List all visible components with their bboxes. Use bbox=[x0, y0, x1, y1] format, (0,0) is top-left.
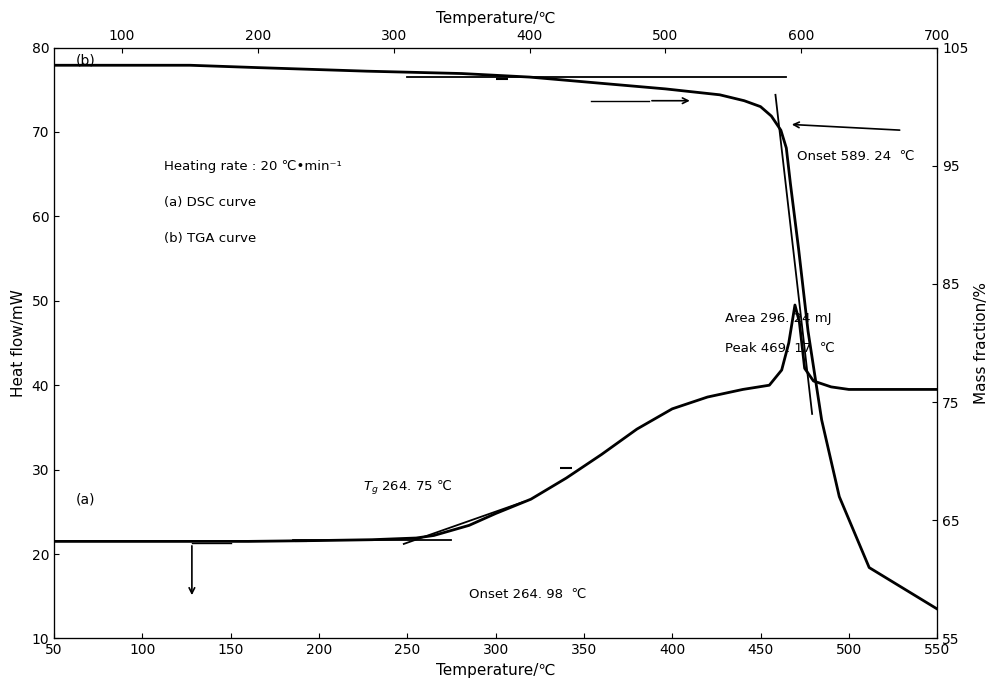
Text: (b) TGA curve: (b) TGA curve bbox=[164, 232, 256, 245]
Text: Heating rate : 20 ℃•min⁻¹: Heating rate : 20 ℃•min⁻¹ bbox=[164, 160, 341, 173]
Text: Peak 469. 17  ℃: Peak 469. 17 ℃ bbox=[725, 342, 835, 354]
Text: (a) DSC curve: (a) DSC curve bbox=[164, 196, 256, 209]
Y-axis label: Heat flow/mW: Heat flow/mW bbox=[11, 289, 26, 397]
Y-axis label: Mass fraction/%: Mass fraction/% bbox=[974, 282, 989, 404]
Text: (a): (a) bbox=[75, 493, 95, 506]
Text: (b): (b) bbox=[75, 54, 95, 68]
X-axis label: Temperature/℃: Temperature/℃ bbox=[436, 11, 555, 26]
Text: $T_g$ 264. 75 ℃: $T_g$ 264. 75 ℃ bbox=[363, 479, 452, 497]
X-axis label: Temperature/℃: Temperature/℃ bbox=[436, 663, 555, 678]
Text: Area 296. 24 mJ: Area 296. 24 mJ bbox=[725, 312, 832, 325]
Text: Onset 264. 98  ℃: Onset 264. 98 ℃ bbox=[469, 588, 587, 601]
Text: Onset 589. 24  ℃: Onset 589. 24 ℃ bbox=[797, 150, 914, 163]
